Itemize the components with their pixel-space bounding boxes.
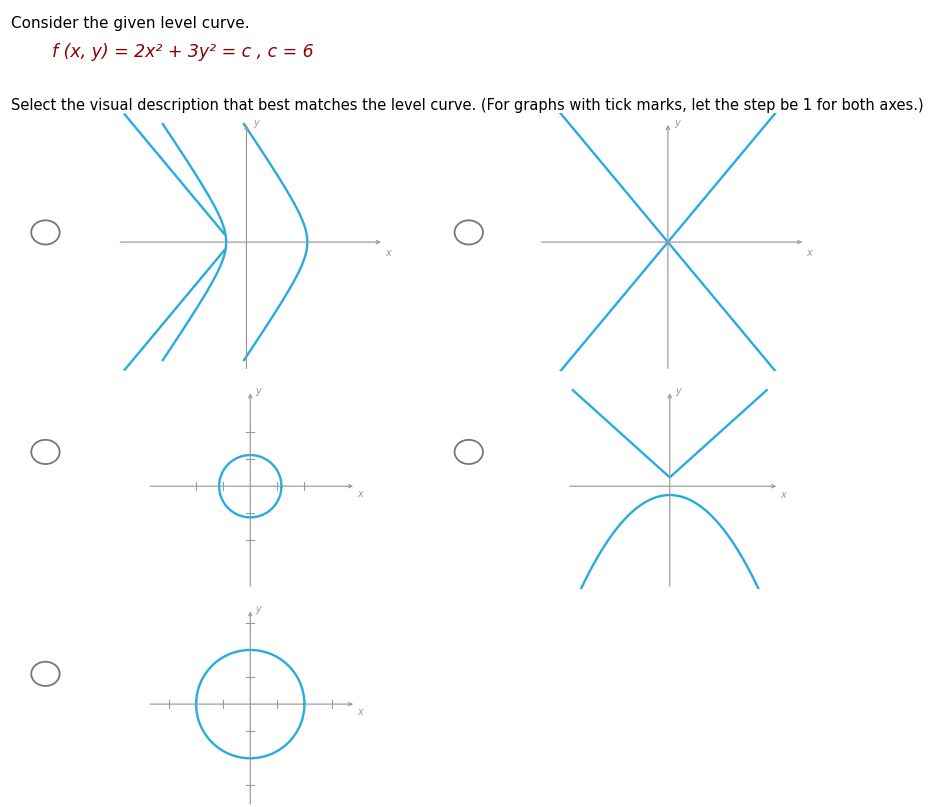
Text: Select the visual description that best matches the level curve. (For graphs wit: Select the visual description that best … (11, 98, 924, 114)
Text: y: y (255, 386, 260, 395)
Text: y: y (675, 386, 681, 395)
Text: x: x (357, 489, 363, 500)
Text: y: y (253, 119, 259, 128)
Text: Consider the given level curve.: Consider the given level curve. (11, 16, 250, 31)
Text: x: x (780, 490, 786, 500)
Text: y: y (255, 604, 260, 613)
Text: x: x (807, 249, 813, 258)
Text: x: x (357, 707, 363, 717)
Text: y: y (674, 119, 680, 128)
Text: f (x, y) = 2x² + 3y² = c , c = 6: f (x, y) = 2x² + 3y² = c , c = 6 (52, 43, 313, 61)
Text: x: x (385, 249, 391, 258)
